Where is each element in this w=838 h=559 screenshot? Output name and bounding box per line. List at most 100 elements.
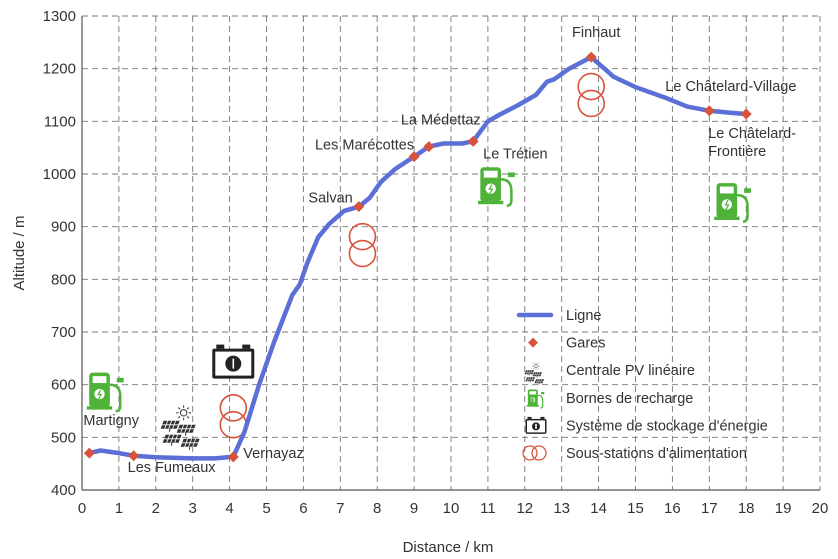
charger-cable-plug: [507, 172, 515, 178]
transformer-icon: [577, 72, 606, 118]
x-tick-label: 4: [225, 500, 233, 517]
charging-station-icon: [526, 389, 545, 409]
x-tick-labels: 0 1 2 3 4 5 6 7 8 9 10 11 12 13 14 15 16 17 18 19 20: [78, 500, 829, 517]
station-marker: [408, 151, 420, 163]
sun-core: [179, 409, 188, 417]
battery-terminal-left: [216, 344, 225, 349]
x-axis-title: Distance / km: [403, 539, 494, 556]
grid-lines: [82, 15, 821, 490]
battery-icon: [525, 416, 547, 434]
legend-label: Ligne: [566, 308, 601, 324]
station-labels: Martigny Les Fumeaux Vernayaz Salvan Les Mar…: [83, 25, 796, 476]
station-label-line: Les Marécottes: [315, 138, 414, 154]
charger-bolt: [488, 184, 494, 195]
solar-panel-icon: [160, 405, 200, 450]
station-marker: [83, 447, 95, 459]
solar-panel: [534, 379, 544, 385]
sun-ray: [186, 407, 190, 410]
x-tick-label: 9: [410, 500, 418, 517]
solar-panel: [176, 424, 196, 436]
sun-ray: [533, 367, 535, 370]
charger-cable-plug: [116, 377, 124, 383]
battery-terminal-left: [527, 416, 532, 419]
charger-cable: [109, 383, 122, 413]
charger-cable: [737, 193, 749, 223]
station-label: Vernayaz: [243, 446, 303, 462]
station-marker: [740, 108, 752, 120]
station-markers: [83, 51, 752, 463]
y-tick-label: 1200: [43, 61, 76, 78]
sun-ray: [537, 367, 539, 370]
transformer-icon: [348, 222, 377, 268]
charger-cable-plug: [541, 392, 545, 395]
transformer-lower-circle: [348, 239, 377, 268]
station-label-line: Salvan: [308, 191, 352, 207]
station-label-line: Vernayaz: [243, 446, 303, 462]
x-tick-label: 7: [336, 500, 344, 517]
x-tick-label: 0: [78, 500, 86, 517]
charger-screen: [719, 186, 734, 194]
charger-screen: [483, 170, 498, 178]
x-tick-label: 19: [775, 500, 792, 517]
station-label: Les Fumeaux: [128, 460, 217, 476]
charger-bolt: [97, 389, 103, 400]
y-tick-label: 1000: [43, 166, 76, 183]
solar-panel: [524, 370, 534, 376]
sun-ray: [177, 415, 181, 419]
diamond-icon: [528, 337, 538, 348]
transformer-lower-circle: [577, 89, 606, 118]
sun-ray: [177, 407, 181, 410]
solar-panel: [160, 420, 180, 432]
legend: Ligne Gares Centrale PV linéaire Bornes de …: [516, 308, 768, 462]
y-tick-labels: 400 500 600 700 800 900 1000 1100 1200 1300: [43, 8, 76, 499]
sun-ray: [537, 363, 539, 365]
charger-cable-plug: [744, 188, 751, 193]
station-label: Les Marécottes: [315, 138, 414, 154]
station-marker: [128, 450, 140, 462]
station-marker: [467, 135, 479, 147]
x-tick-label: 2: [152, 500, 160, 517]
station-marker: [353, 201, 365, 213]
solar-panel: [162, 434, 182, 446]
solar-panel-icon: [524, 362, 544, 385]
charger-cable: [537, 394, 544, 409]
charger-bolt: [529, 397, 536, 403]
y-tick-label: 800: [51, 271, 76, 288]
station-label-line: Martigny: [83, 413, 139, 429]
x-tick-label: 3: [189, 500, 197, 517]
station-label: Le Trétien: [483, 146, 548, 162]
station-label-line: Le Trétien: [483, 146, 548, 162]
x-tick-label: 15: [627, 500, 644, 517]
sun-ray: [186, 415, 190, 419]
transformer-left-circle: [522, 445, 538, 461]
legend-item: Ligne: [516, 308, 601, 324]
y-tick-label: 400: [51, 482, 76, 499]
y-tick-label: 1100: [44, 113, 76, 130]
x-tick-label: 11: [480, 500, 496, 517]
battery-terminal-right: [540, 416, 545, 419]
charger-base: [86, 406, 113, 410]
station-label: Martigny: [83, 413, 139, 429]
transformer-upper-circle: [577, 72, 606, 101]
series-line-ligne: [87, 54, 749, 461]
solar-panel: [525, 377, 535, 383]
x-tick-label: 18: [738, 500, 755, 517]
station-marker: [227, 451, 239, 463]
station-label-line: Finhaut: [572, 25, 620, 41]
transformer-right-circle: [531, 445, 547, 461]
station-marker: [585, 51, 597, 63]
y-tick-label: 900: [51, 219, 76, 236]
sun-ray: [533, 363, 535, 365]
x-tick-label: 13: [553, 500, 570, 517]
charger-screen: [92, 376, 107, 384]
legend-item: Centrale PV linéaire: [524, 362, 695, 385]
map-icons: [86, 72, 751, 450]
transformer-upper-circle: [348, 222, 377, 251]
y-axis-title: Altitude / m: [11, 215, 28, 290]
station-marker: [703, 105, 715, 117]
charger-base: [478, 200, 504, 205]
legend-label: Centrale PV linéaire: [566, 363, 695, 379]
station-label-line: La Médettaz: [401, 113, 481, 129]
charging-station-icon: [478, 167, 515, 208]
